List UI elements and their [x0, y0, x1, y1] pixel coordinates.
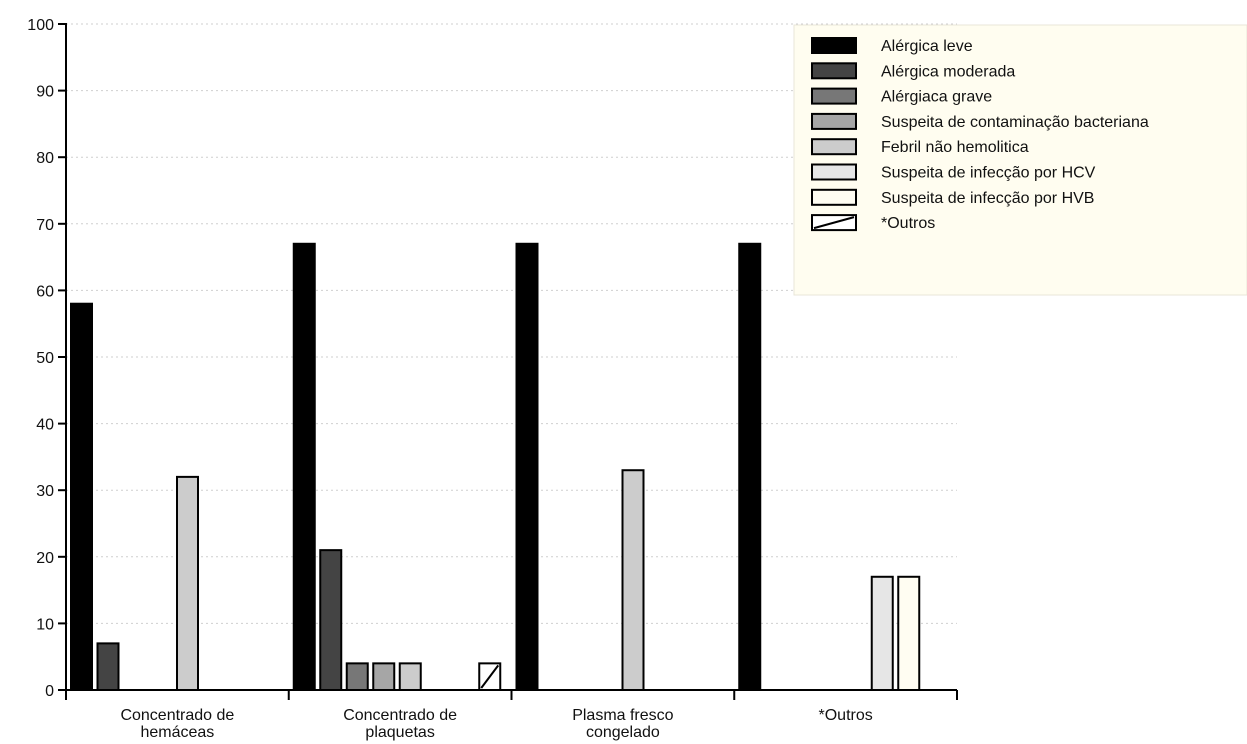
x-category-label: Concentrado de hemáceas [120, 707, 234, 741]
bar [292, 242, 316, 691]
legend-label: Suspeita de contaminação bacteriana [881, 114, 1149, 131]
legend: Alérgica leve Alérgica moderada Alérgiaca … [793, 24, 1247, 296]
x-category-label: Plasma fresco congelado [572, 707, 673, 741]
legend-swatch [811, 62, 857, 80]
legend-swatch-hatch [813, 216, 855, 230]
legend-label: Suspeita de infecção por HVB [881, 190, 1094, 207]
bar [870, 575, 894, 692]
y-tick-label: 50 [36, 350, 54, 367]
y-tick-label: 100 [27, 17, 54, 34]
legend-swatch [811, 138, 857, 156]
y-tick-label: 90 [36, 84, 54, 101]
bar [515, 242, 539, 691]
legend-swatch [811, 37, 857, 54]
legend-label: *Outros [881, 215, 935, 232]
bar [398, 662, 422, 691]
bar-hatch [480, 664, 500, 689]
bar [345, 662, 369, 691]
y-tick-label: 70 [36, 217, 54, 234]
y-tick-label: 80 [36, 150, 54, 167]
bar [621, 469, 645, 691]
bar [897, 575, 921, 692]
legend-swatch [811, 112, 857, 130]
axes: 0 10 20 30 40 50 60 70 80 90 100 Concentrado de hemá… [27, 17, 958, 741]
legend-label: Suspeita de infecção por HCV [881, 165, 1096, 182]
bar [96, 642, 120, 692]
legend-swatch [811, 163, 857, 181]
bar [70, 302, 93, 691]
y-tick-label: 10 [36, 616, 54, 633]
x-category-label: Concentrado de plaquetas [343, 707, 457, 741]
legend-label: Alérgica moderada [881, 63, 1015, 80]
bar [176, 475, 199, 691]
bars [70, 242, 921, 692]
y-tick-label: 20 [36, 550, 54, 567]
gridlines [66, 23, 957, 624]
legend-swatch [811, 188, 857, 206]
legend-label: Alérgica leve [881, 38, 973, 55]
y-tick-label: 0 [45, 683, 54, 700]
y-tick-label: 60 [36, 283, 54, 300]
legend-box [793, 24, 1247, 296]
bar [319, 549, 343, 692]
y-tick-label: 40 [36, 417, 54, 434]
legend-label: Alérgiaca grave [881, 89, 992, 106]
y-tick-label: 30 [36, 483, 54, 500]
bar [372, 662, 396, 691]
x-category-label: *Outros [819, 707, 873, 724]
bar [738, 242, 762, 691]
legend-swatch [811, 87, 857, 105]
legend-label: Febril não hemolitica [881, 139, 1029, 156]
